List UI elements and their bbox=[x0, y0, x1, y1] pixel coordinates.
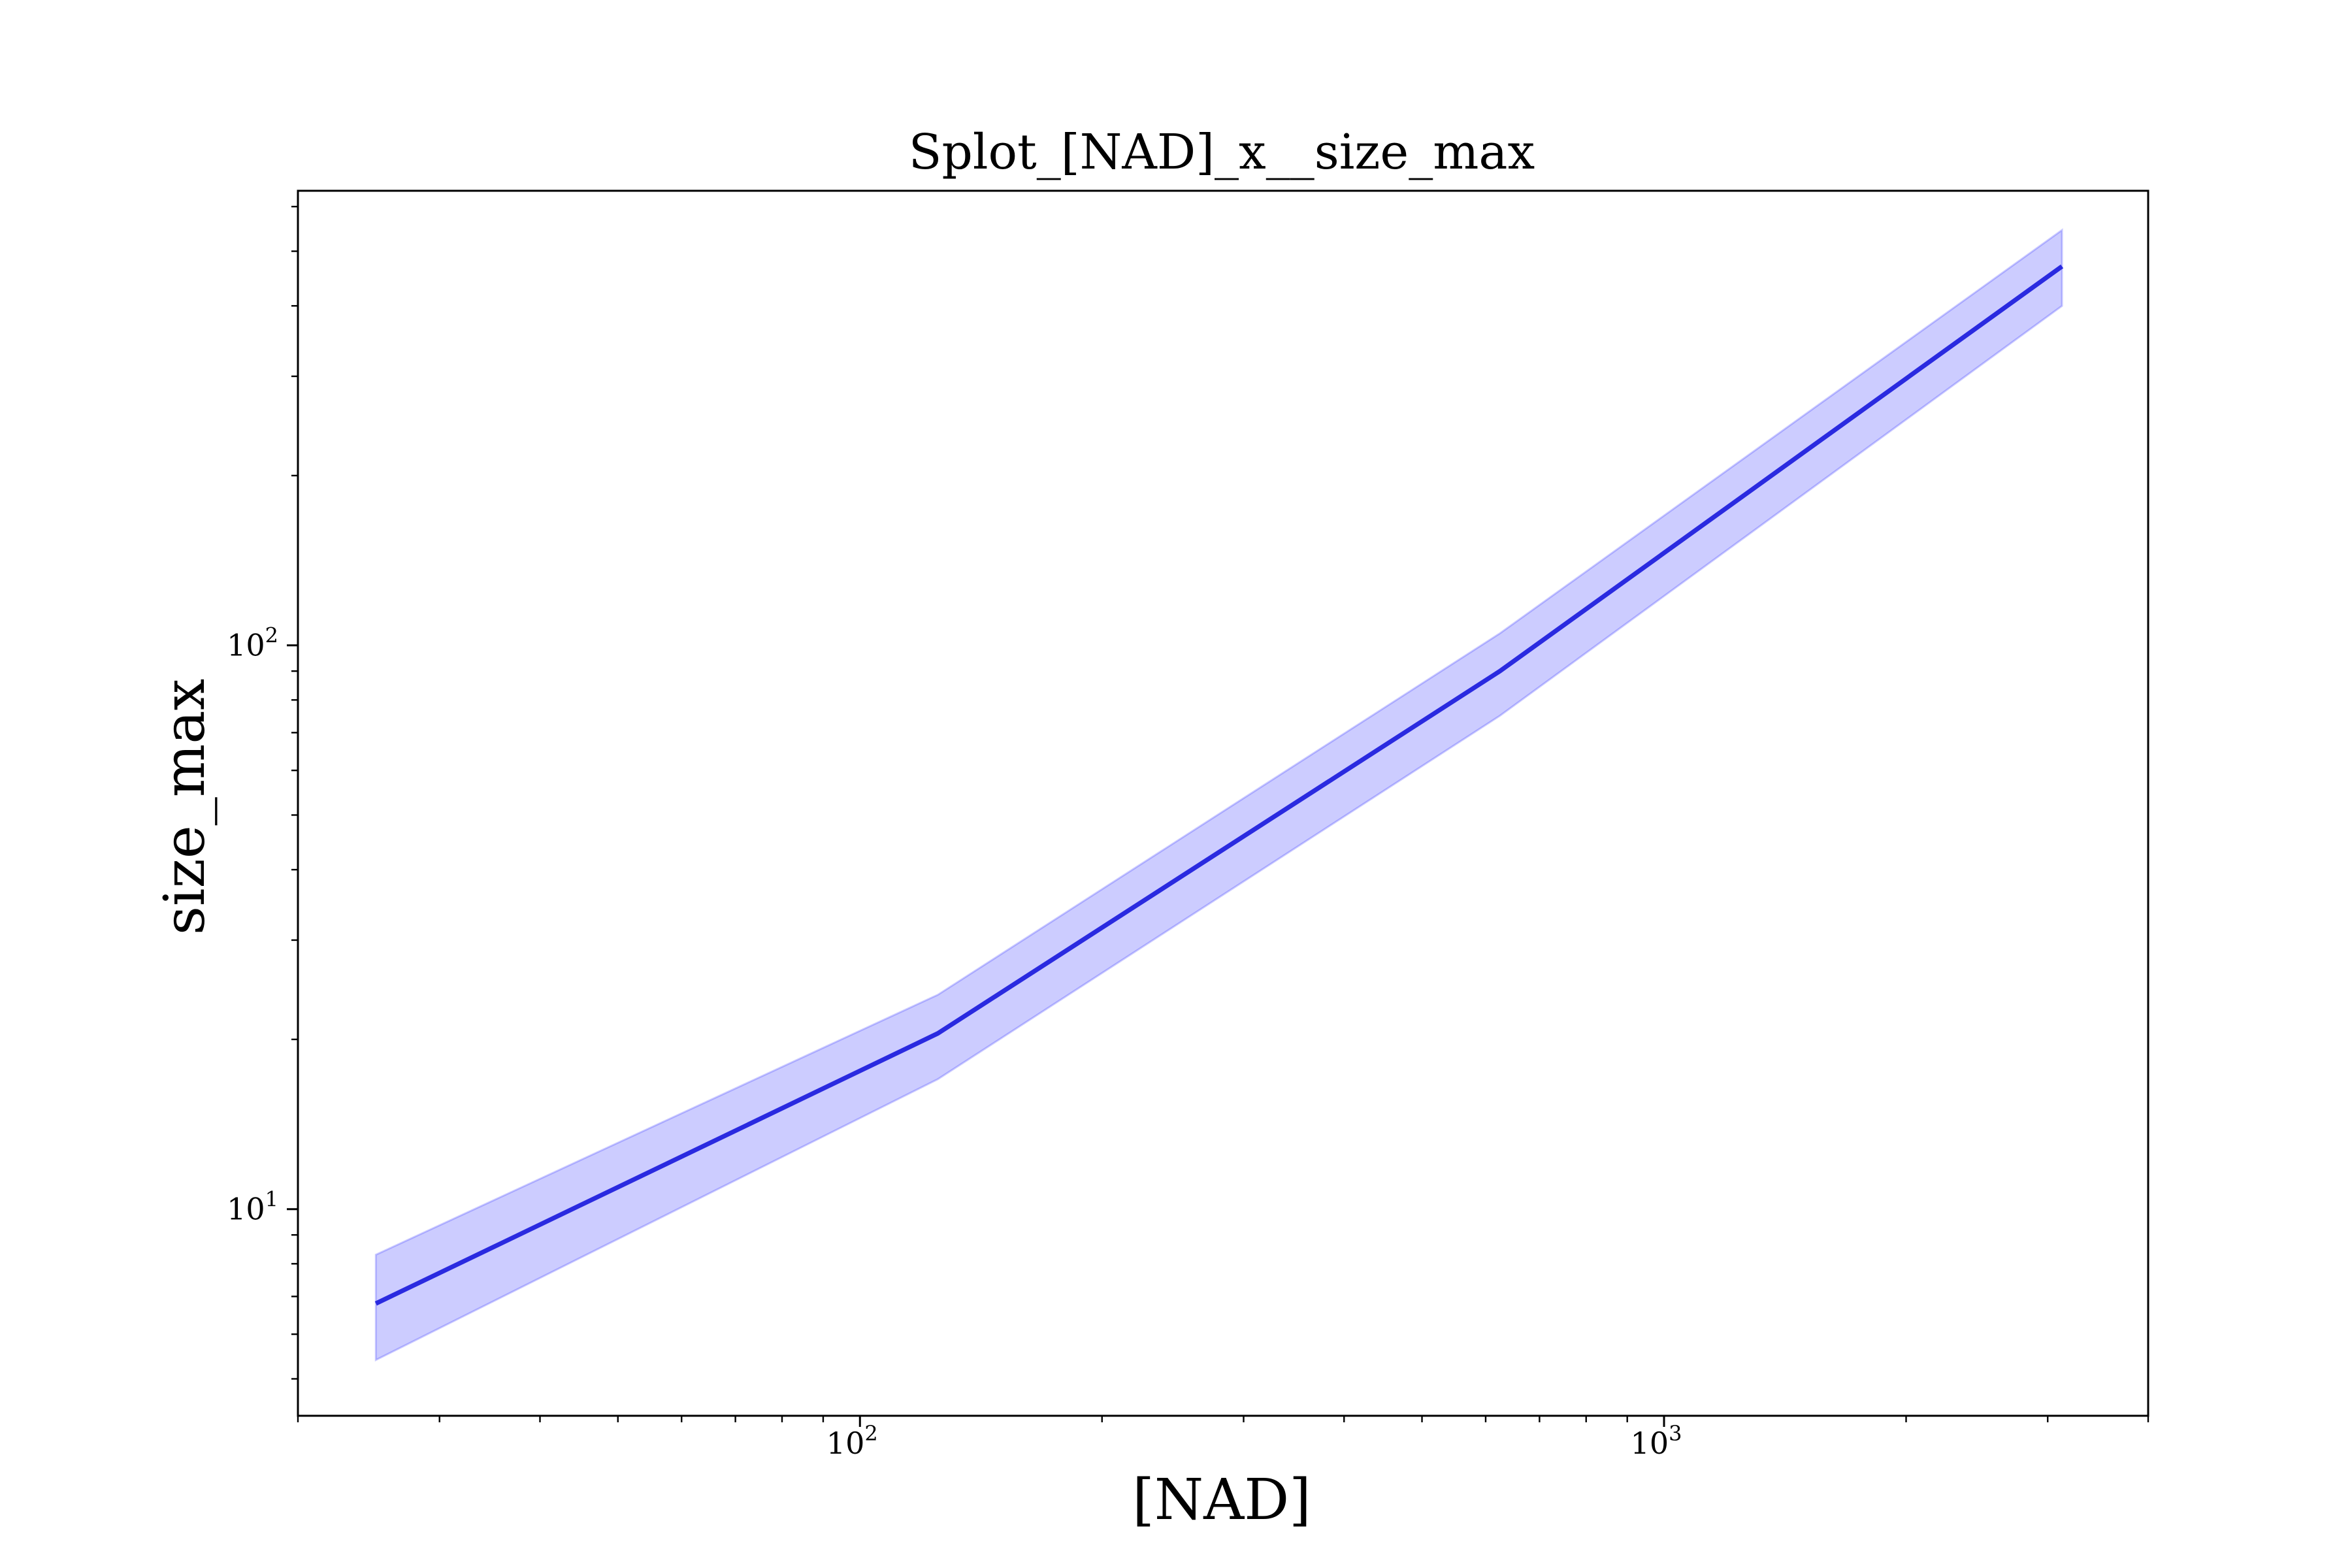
x-tick-label-exponent: 2 bbox=[864, 1421, 877, 1446]
x-axis: 102 103 bbox=[297, 1416, 2149, 1461]
x-tick-label-exponent: 3 bbox=[1669, 1421, 1682, 1446]
y-tick-label-base: 10 bbox=[227, 1192, 265, 1227]
x-tick-label-base: 10 bbox=[1631, 1426, 1669, 1461]
y-tick-label: 102 bbox=[227, 623, 278, 663]
x-tick-label-base: 10 bbox=[826, 1426, 865, 1461]
y-tick-label-base: 10 bbox=[227, 628, 265, 663]
axes-frame bbox=[297, 189, 2149, 1417]
plot-area bbox=[374, 228, 2064, 1362]
chart-title: Splot_[NAD]_x__size_max bbox=[909, 124, 1535, 180]
y-tick-label-exponent: 1 bbox=[265, 1187, 278, 1212]
x-tick-label: 103 bbox=[1631, 1421, 1682, 1461]
y-axis-label: size_max bbox=[152, 679, 218, 935]
x-tick-label: 102 bbox=[826, 1421, 878, 1461]
y-tick-label-exponent: 2 bbox=[265, 623, 278, 648]
y-tick-label: 101 bbox=[227, 1187, 278, 1227]
confidence-band bbox=[374, 228, 2063, 1362]
series-line bbox=[374, 264, 2064, 1306]
x-axis-label: [NAD] bbox=[1132, 1467, 1311, 1533]
